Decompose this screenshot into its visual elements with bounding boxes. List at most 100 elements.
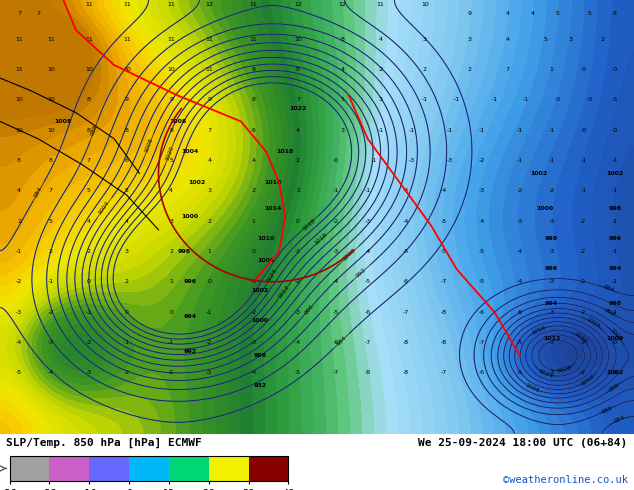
Text: -2: -2: [548, 188, 555, 194]
Text: -0: -0: [580, 127, 586, 133]
Text: 7: 7: [36, 10, 40, 16]
Text: -5: -5: [517, 340, 523, 345]
Text: 932: 932: [254, 384, 266, 389]
Text: -3: -3: [548, 370, 555, 375]
Text: 1016: 1016: [264, 180, 281, 185]
Text: 988: 988: [90, 124, 98, 137]
Text: 5: 5: [125, 188, 129, 194]
Text: 11: 11: [250, 37, 257, 42]
Text: -6: -6: [365, 310, 371, 315]
Text: -2: -2: [206, 340, 212, 345]
Text: -7: -7: [441, 370, 447, 375]
Text: 4: 4: [531, 10, 534, 16]
Text: 3: 3: [125, 249, 129, 254]
Text: 7: 7: [87, 158, 91, 163]
Text: 998: 998: [609, 301, 621, 306]
Text: -6: -6: [479, 310, 485, 315]
Text: -0: -0: [555, 97, 561, 102]
Text: 2: 2: [169, 249, 173, 254]
Text: 5: 5: [588, 10, 592, 16]
Text: -0: -0: [612, 67, 618, 72]
Text: -5: -5: [16, 370, 22, 375]
Text: -4: -4: [441, 188, 447, 194]
Text: 992: 992: [355, 267, 368, 278]
Text: 996: 996: [184, 279, 197, 284]
Text: -5: -5: [295, 370, 301, 375]
Text: ©weatheronline.co.uk: ©weatheronline.co.uk: [503, 475, 628, 486]
Text: 994: 994: [545, 301, 558, 306]
Text: 996: 996: [608, 382, 621, 392]
Text: 9: 9: [169, 97, 173, 102]
Text: -8: -8: [441, 310, 447, 315]
Text: 996: 996: [304, 303, 315, 315]
Text: -4: -4: [479, 219, 485, 223]
Text: -8: -8: [403, 340, 409, 345]
Text: -1: -1: [548, 127, 555, 133]
Text: -2: -2: [580, 340, 586, 345]
Text: 1: 1: [252, 219, 256, 223]
Text: -3: -3: [548, 340, 555, 345]
Text: -2: -2: [250, 310, 257, 315]
Text: 8: 8: [252, 97, 256, 102]
Text: -0: -0: [612, 127, 618, 133]
Text: -4: -4: [403, 219, 409, 223]
Text: -1: -1: [371, 158, 377, 163]
Text: -3: -3: [206, 370, 212, 375]
Text: 1012: 1012: [277, 284, 290, 299]
Text: -6: -6: [333, 340, 339, 345]
Text: 10: 10: [47, 67, 55, 72]
Text: -7: -7: [479, 340, 485, 345]
Text: -8: -8: [441, 340, 447, 345]
Text: -2: -2: [479, 158, 485, 163]
Text: -1: -1: [523, 97, 529, 102]
Text: -1: -1: [168, 340, 174, 345]
Text: 1000: 1000: [181, 214, 199, 220]
Text: 11: 11: [85, 37, 93, 42]
Text: -4: -4: [517, 249, 523, 254]
Text: -3: -3: [16, 310, 22, 315]
Text: -2: -2: [580, 219, 586, 223]
Text: 996: 996: [545, 267, 558, 271]
Text: -5: -5: [365, 279, 371, 284]
Text: 0: 0: [252, 249, 256, 254]
Text: 2: 2: [467, 67, 471, 72]
Text: -1: -1: [453, 97, 460, 102]
Text: 3: 3: [169, 219, 173, 223]
Text: 4: 4: [169, 188, 173, 194]
Text: 3: 3: [340, 127, 344, 133]
Text: 0: 0: [125, 310, 129, 315]
Text: 984: 984: [602, 285, 615, 294]
Text: 1016: 1016: [531, 324, 547, 336]
Text: 11: 11: [377, 2, 384, 7]
Text: 11: 11: [123, 2, 131, 7]
Text: -4: -4: [16, 340, 22, 345]
Text: 11: 11: [250, 2, 257, 7]
Text: -0: -0: [586, 97, 593, 102]
Text: 4: 4: [505, 10, 509, 16]
Text: -0: -0: [612, 370, 618, 375]
Text: 8: 8: [49, 158, 53, 163]
Text: 7: 7: [17, 10, 21, 16]
Text: 11: 11: [167, 37, 175, 42]
Text: 5: 5: [340, 97, 344, 102]
Text: -1: -1: [16, 249, 22, 254]
Text: 8: 8: [169, 127, 173, 133]
Text: 8: 8: [340, 37, 344, 42]
Text: -1: -1: [250, 279, 257, 284]
Text: 1: 1: [296, 188, 300, 194]
Text: -1: -1: [48, 279, 54, 284]
Text: -3: -3: [548, 219, 555, 223]
Text: 3: 3: [423, 37, 427, 42]
Text: -4: -4: [365, 249, 371, 254]
Text: 2: 2: [378, 67, 382, 72]
Text: 1028: 1028: [556, 365, 573, 374]
Text: 4: 4: [87, 219, 91, 223]
Text: 5: 5: [556, 10, 560, 16]
Text: 9: 9: [125, 97, 129, 102]
Text: 2: 2: [296, 158, 300, 163]
Text: 1: 1: [169, 279, 173, 284]
Text: -1: -1: [548, 158, 555, 163]
Text: 1020: 1020: [573, 331, 588, 344]
Text: 1002: 1002: [606, 370, 624, 375]
Text: 7: 7: [49, 188, 53, 194]
